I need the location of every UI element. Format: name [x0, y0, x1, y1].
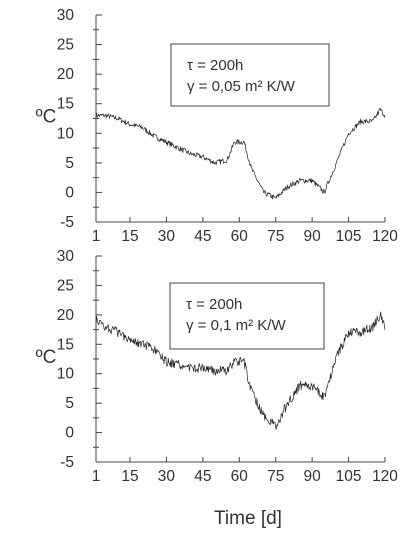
y-tick-label: 20: [57, 307, 75, 324]
x-axis-label: Time [d]: [214, 508, 282, 529]
series-line: [95, 107, 386, 200]
x-tick-label: 45: [194, 468, 211, 485]
x-tick-label: 120: [372, 468, 398, 485]
series-line: [95, 311, 386, 430]
y-tick-label: 10: [57, 366, 75, 383]
x-tick-label: 105: [336, 468, 362, 485]
x-tick-label: 1: [92, 228, 101, 245]
y-tick-label: -5: [60, 454, 74, 471]
x-tick-label: 90: [304, 468, 322, 485]
annotation-line: γ = 0,1 m² K/W: [186, 317, 286, 334]
y-tick-label: 30: [57, 248, 75, 265]
x-tick-label: 60: [231, 468, 249, 485]
y-tick-label: 0: [65, 184, 74, 201]
x-tick-label: 45: [194, 228, 211, 245]
annotation-line: γ = 0,05 m² K/W: [187, 78, 296, 95]
y-tick-label: 10: [57, 125, 75, 142]
x-tick-label: 105: [336, 228, 362, 245]
annotation-line: τ = 200h: [187, 57, 243, 74]
annotation-box: [170, 43, 330, 107]
y-tick-label: 5: [65, 395, 74, 412]
annotation-line: τ = 200h: [186, 296, 242, 313]
x-tick-label: 60: [231, 228, 249, 245]
y-tick-label: -5: [60, 214, 74, 231]
x-tick-label: 90: [304, 228, 322, 245]
x-tick-label: 30: [158, 228, 176, 245]
y-tick-label: 30: [57, 7, 75, 24]
y-tick-label: 5: [65, 155, 74, 172]
y-tick-label: 15: [57, 96, 74, 113]
x-tick-label: 120: [372, 228, 398, 245]
annotation-box: [169, 282, 325, 350]
y-axis-label: ºC: [36, 107, 57, 128]
y-axis-label: ºC: [36, 347, 57, 368]
x-tick-label: 15: [121, 228, 138, 245]
y-tick-label: 20: [57, 66, 75, 83]
x-tick-label: 75: [267, 228, 284, 245]
x-tick-label: 30: [158, 468, 176, 485]
x-tick-label: 15: [121, 468, 138, 485]
x-tick-label: 1: [92, 468, 101, 485]
x-tick-label: 75: [267, 468, 284, 485]
y-tick-label: 25: [57, 277, 74, 294]
y-tick-label: 15: [57, 336, 74, 353]
y-tick-label: 25: [57, 37, 74, 54]
y-tick-label: 0: [65, 425, 74, 442]
